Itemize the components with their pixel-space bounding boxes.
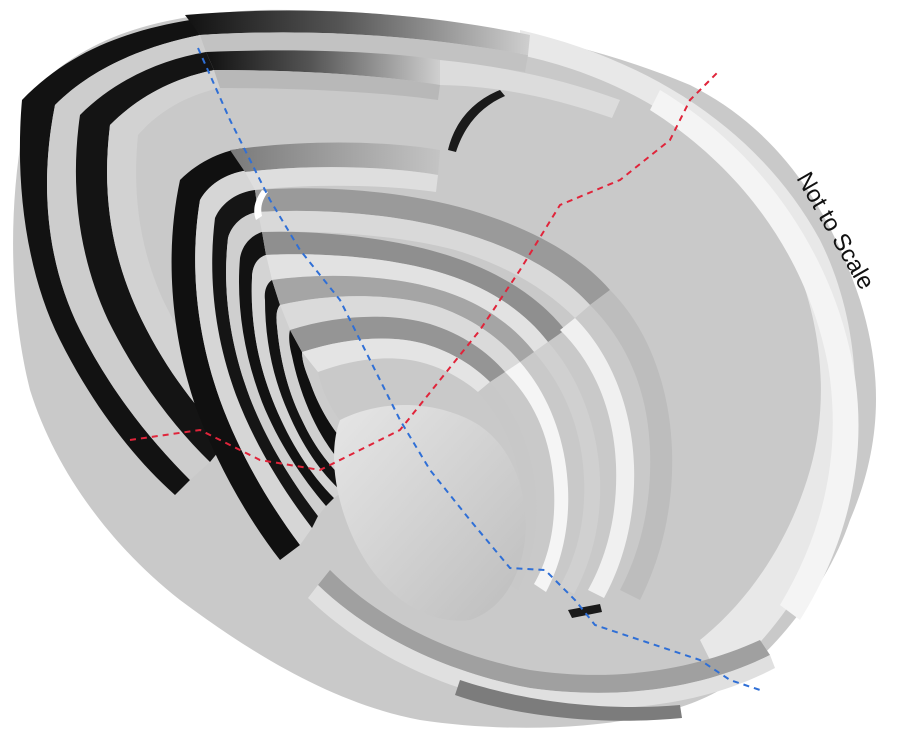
white-detail-1 xyxy=(254,190,268,220)
top-benches xyxy=(185,10,620,118)
lower-rim-benches xyxy=(308,570,775,721)
dark-detail-1 xyxy=(568,604,602,618)
inner-upper-benches xyxy=(230,142,610,392)
left-outer-benches xyxy=(19,20,245,495)
section-line-red xyxy=(129,69,721,472)
inner-right-benches xyxy=(478,290,673,600)
top-dark-arc xyxy=(448,90,505,152)
pit-right-band-outer xyxy=(650,90,859,620)
pit-floor xyxy=(334,405,526,621)
